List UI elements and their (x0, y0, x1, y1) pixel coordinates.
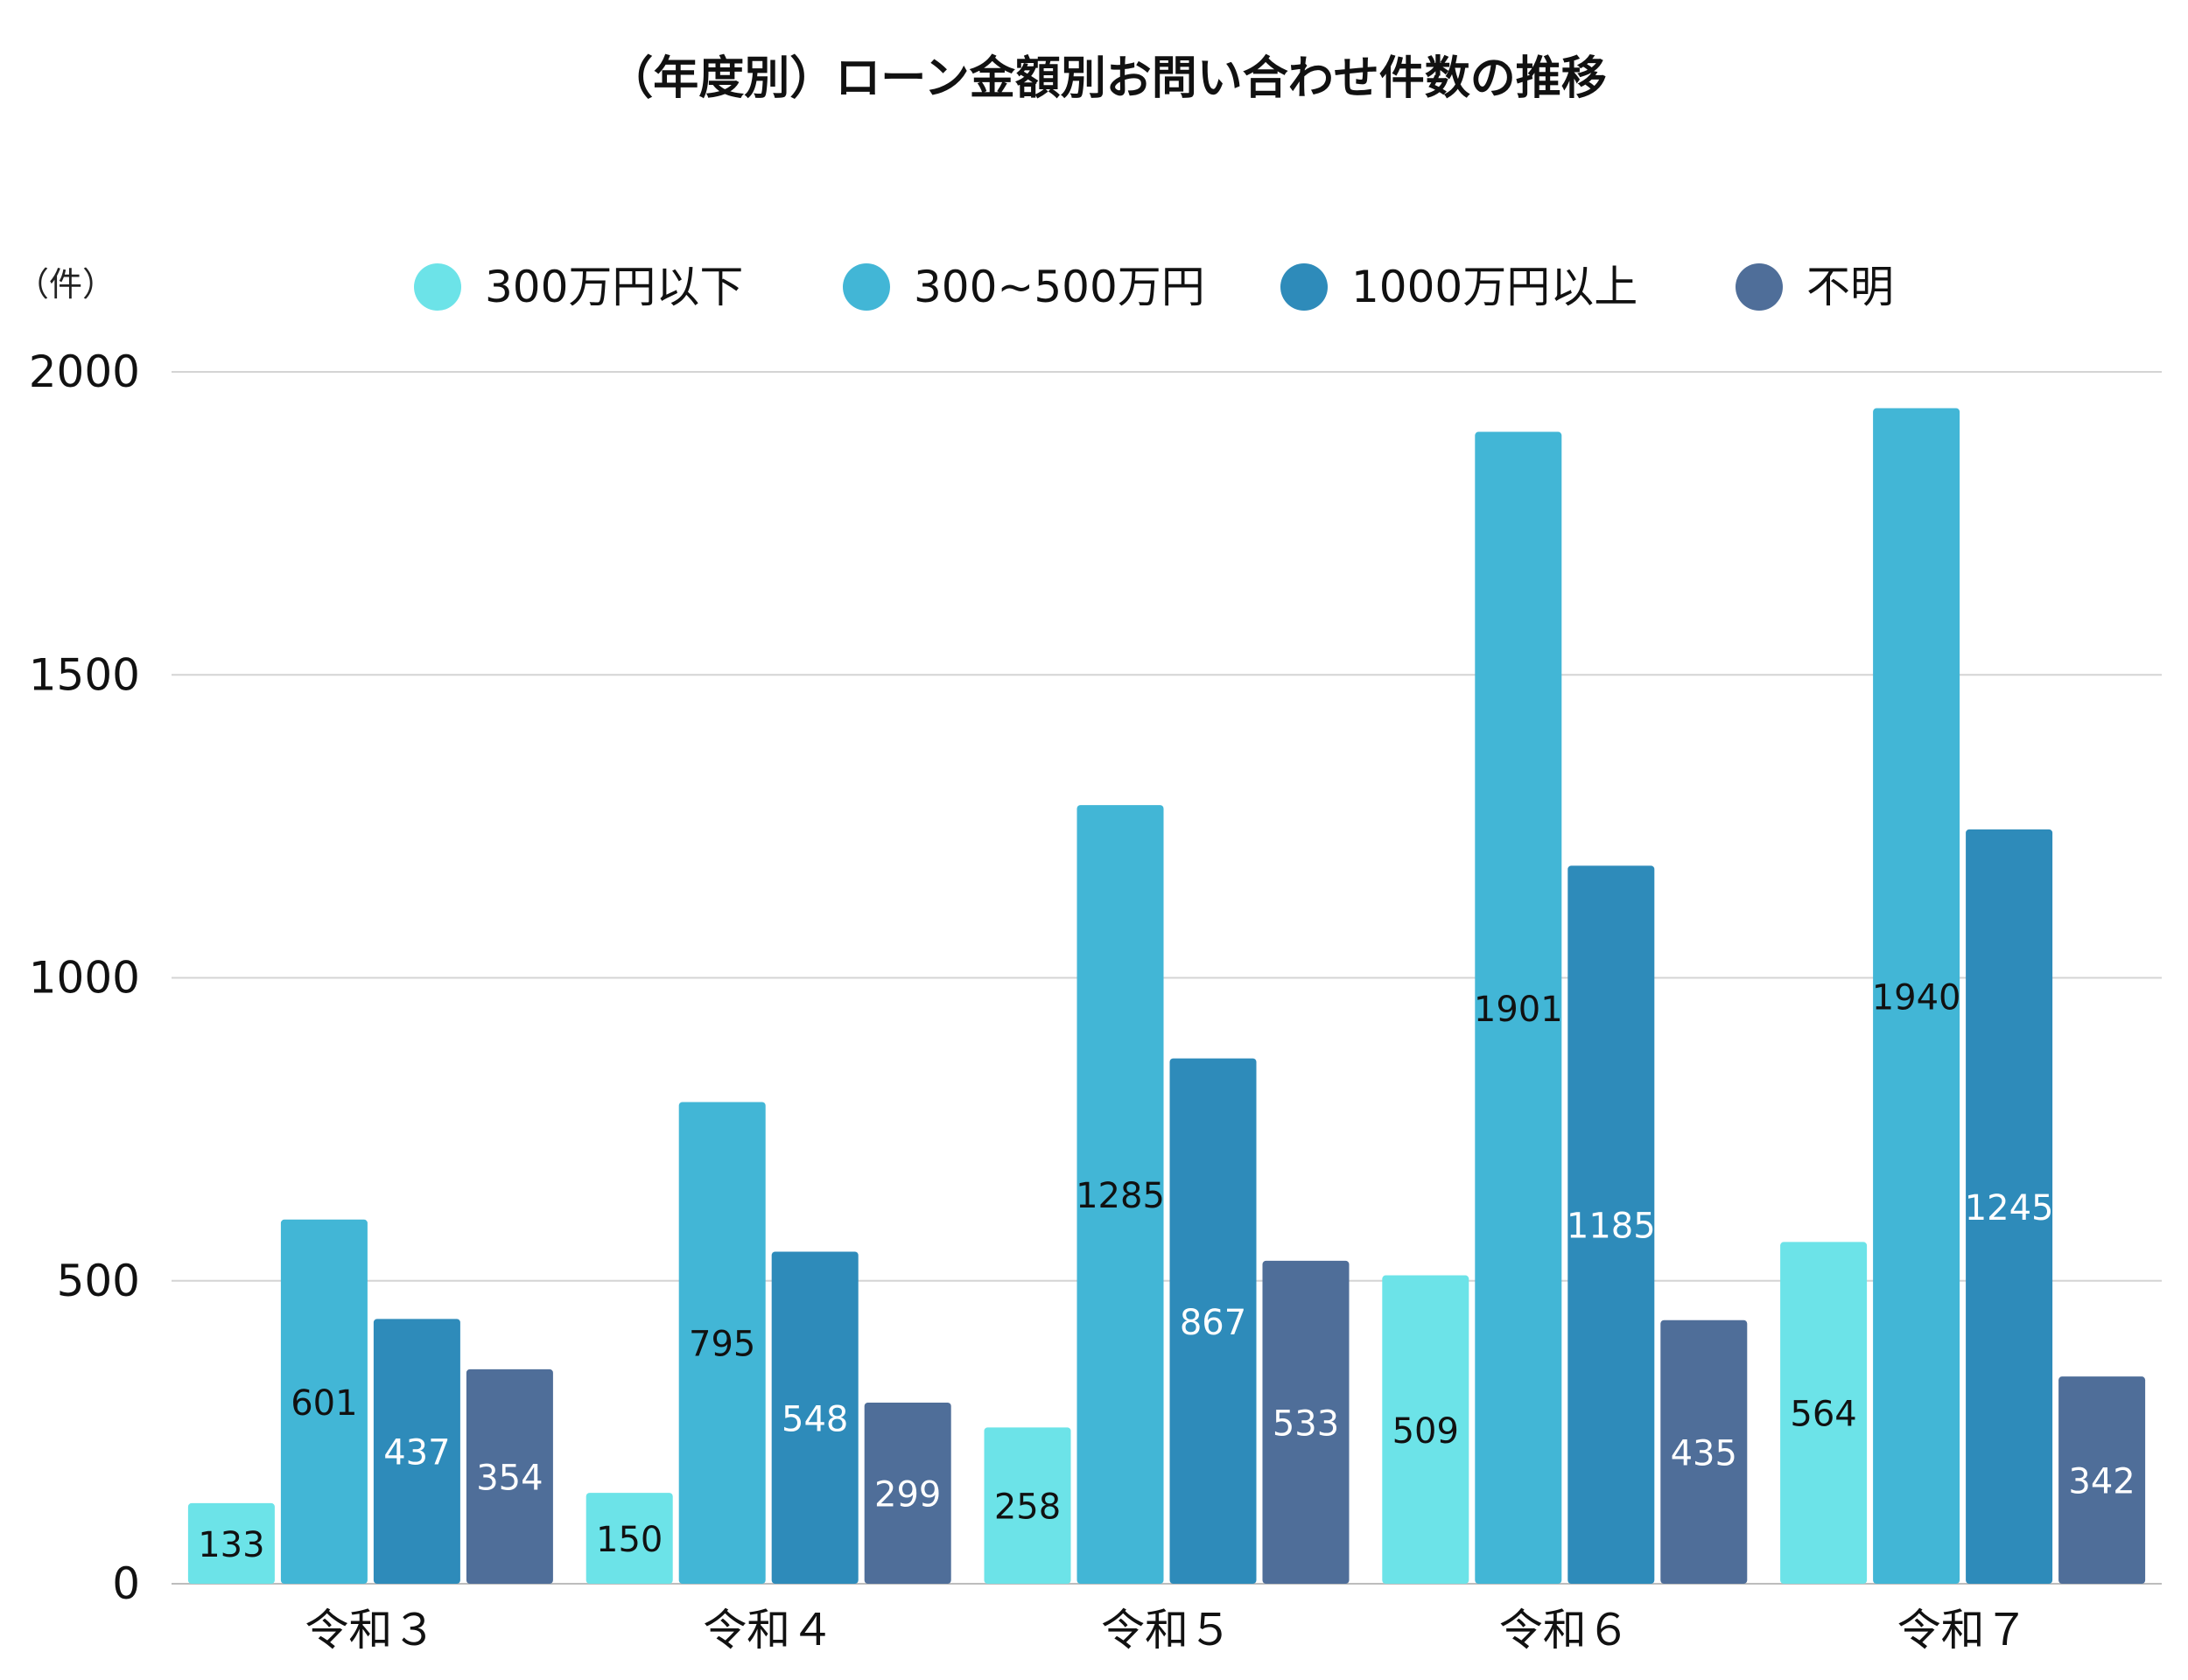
bar-value-labels: 133 601 437 354 150 795 548 299 258 1285 867 533 509… (198, 977, 2135, 1565)
y-tick-label-500: 500 (57, 1256, 140, 1306)
bar--series-1 (1382, 1275, 1469, 1584)
y-tick-label-1000: 1000 (29, 953, 140, 1004)
bar-label-c1-s3: 437 (383, 1433, 450, 1474)
bar-label-c5-s3: 1245 (1965, 1188, 2054, 1228)
bar-label-c3-s1: 258 (994, 1488, 1061, 1528)
bar--series-4 (1262, 1260, 1350, 1584)
legend-swatch-2 (843, 263, 890, 311)
bar--series-2 (1475, 431, 1562, 1584)
legend: 300万円以下 300~500万円 1000万円以上 不明 (414, 262, 1894, 312)
x-tick-label-5: 令和７ (1897, 1605, 2029, 1656)
bar--series-1 (187, 1502, 275, 1584)
chart-title: （年度別）ローン金額別お問い合わせ件数の推移 (607, 52, 1606, 105)
bar-label-c5-s2: 1940 (1872, 977, 1961, 1018)
bar--series-2 (280, 1219, 368, 1584)
bar-label-c4-s4: 435 (1671, 1433, 1737, 1474)
legend-label-1: 300万円以下 (485, 262, 743, 312)
bar--series-4 (2058, 1376, 2146, 1584)
y-axis-ticks: 0 500 1000 1500 2000 (29, 346, 140, 1609)
y-tick-label-0: 0 (112, 1558, 140, 1609)
bar--series-4 (466, 1368, 553, 1584)
bar-label-c4-s1: 509 (1392, 1411, 1459, 1452)
bar-label-c5-s1: 564 (1790, 1395, 1856, 1435)
bar-label-c4-s2: 1901 (1474, 990, 1563, 1030)
bar--series-4 (864, 1402, 951, 1584)
bar-label-c2-s1: 150 (596, 1520, 663, 1560)
legend-label-2: 300~500万円 (914, 262, 1205, 312)
bar--series-3 (1966, 829, 2053, 1584)
bar-label-c1-s2: 601 (291, 1383, 357, 1424)
x-tick-label-3: 令和５ (1101, 1605, 1232, 1656)
bar-label-c4-s3: 1185 (1567, 1207, 1656, 1247)
bar-label-c2-s3: 548 (782, 1399, 848, 1439)
y-tick-label-2000: 2000 (29, 346, 140, 397)
bar-label-c2-s2: 795 (689, 1325, 755, 1365)
x-tick-label-4: 令和６ (1499, 1605, 1630, 1656)
bar--series-3 (373, 1319, 460, 1584)
bar--series-2 (678, 1102, 766, 1584)
bars (187, 408, 2146, 1584)
bar-label-c2-s4: 299 (874, 1474, 941, 1515)
y-tick-label-1500: 1500 (29, 649, 140, 700)
legend-swatch-4 (1736, 263, 1783, 311)
bar-label-c5-s4: 342 (2068, 1462, 2135, 1502)
legend-label-4: 不明 (1806, 262, 1894, 312)
bar--series-1 (1780, 1242, 1868, 1584)
bar-label-c1-s1: 133 (198, 1525, 264, 1565)
bar-label-c1-s4: 354 (476, 1458, 543, 1498)
bar--series-3 (1169, 1058, 1257, 1584)
legend-label-3: 1000万円以上 (1351, 262, 1637, 312)
bar-label-c3-s2: 1285 (1076, 1176, 1165, 1216)
bar--series-1 (586, 1493, 673, 1584)
legend-swatch-1 (414, 263, 461, 311)
bar-label-c3-s3: 867 (1180, 1303, 1246, 1343)
legend-swatch-3 (1280, 263, 1328, 311)
y-axis-label: （件） (16, 265, 116, 304)
x-axis-ticks: 令和３ 令和４ 令和５ 令和６ 令和７ (305, 1605, 2028, 1656)
x-tick-label-2: 令和４ (703, 1605, 834, 1656)
bar--series-3 (1567, 865, 1655, 1584)
bar--series-3 (771, 1251, 859, 1584)
x-tick-label-1: 令和３ (305, 1605, 436, 1656)
bar-label-c3-s4: 533 (1273, 1404, 1339, 1444)
bar--series-2 (1873, 408, 1960, 1584)
bar--series-1 (984, 1427, 1071, 1584)
bar--series-4 (1660, 1320, 1748, 1584)
bar--series-2 (1076, 805, 1164, 1584)
